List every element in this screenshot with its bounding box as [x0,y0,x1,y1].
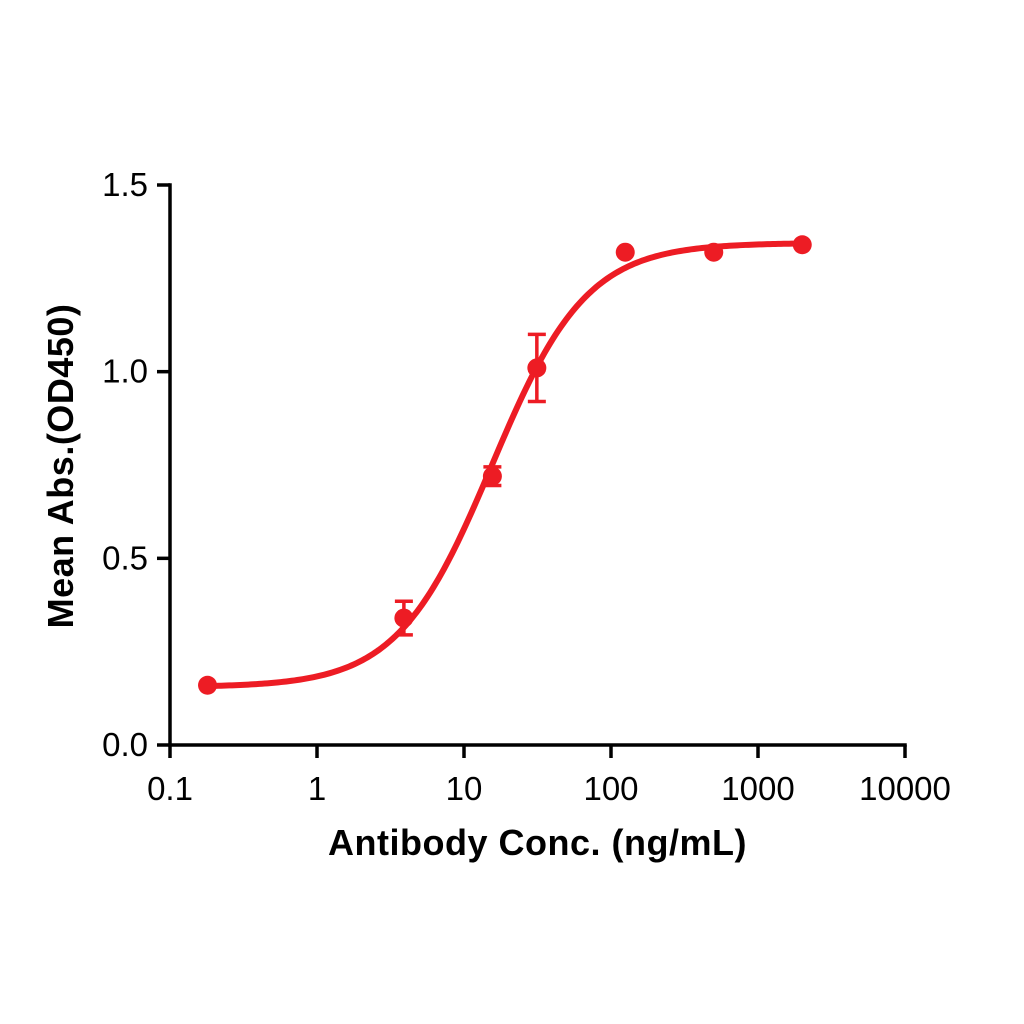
x-tick-label: 100 [583,770,638,807]
fit-curve [204,240,809,690]
x-tick-label: 0.1 [147,770,193,807]
y-tick-label: 0.5 [102,539,148,576]
x-tick-label: 1 [308,770,326,807]
data-point [527,358,547,378]
x-axis-title: Antibody Conc. (ng/mL) [328,822,747,863]
data-point [615,242,635,262]
data-point [792,235,812,255]
x-tick-label: 10000 [859,770,951,807]
y-tick-label: 0.0 [102,726,148,763]
axes-frame [168,183,907,747]
x-tick-label: 1000 [721,770,794,807]
x-tick-label: 10 [446,770,483,807]
data-point [394,608,414,628]
y-tick-label: 1.5 [102,166,148,203]
data-point [704,242,724,262]
y-axis-title: Mean Abs.(OD450) [40,303,81,629]
data-point [482,466,502,486]
data-point [198,675,218,695]
y-tick-label: 1.0 [102,353,148,390]
